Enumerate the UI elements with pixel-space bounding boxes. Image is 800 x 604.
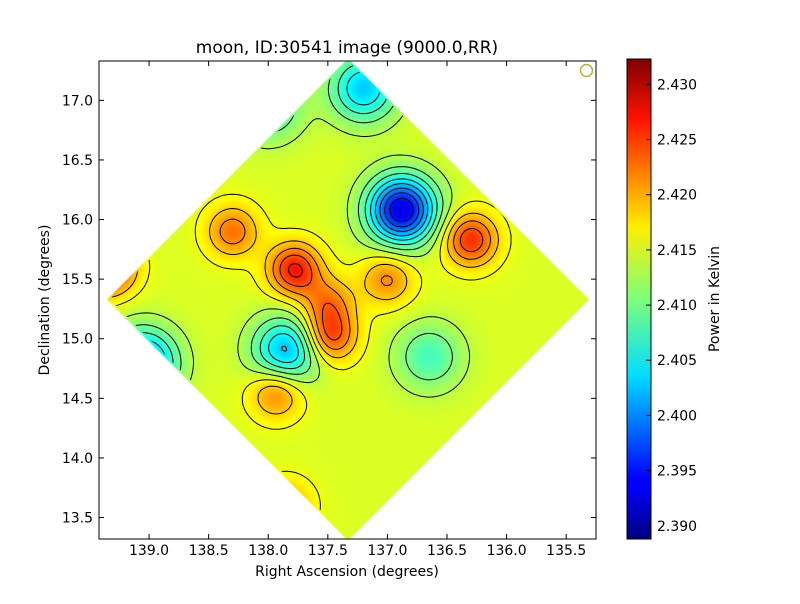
- colorbar-label: Power in Kelvin: [707, 246, 723, 352]
- contour-line: [109, 193, 512, 538]
- colorbar-tick-label: 2.420: [657, 188, 697, 204]
- x-tick-label: 138.0: [248, 543, 288, 559]
- y-tick-label: 15.5: [62, 272, 93, 288]
- y-tick-label: 16.0: [62, 213, 93, 229]
- y-axis-label: Declination (degrees): [37, 225, 53, 376]
- colorbar: [626, 58, 652, 540]
- x-tick-label: 139.0: [129, 543, 169, 559]
- y-axis: 13.5 14.0 14.5 15.0 15.5 16.0 16.5 17.0: [62, 93, 596, 527]
- x-axis-label: Right Ascension (degrees): [255, 564, 439, 580]
- x-tick-label: 136.5: [427, 543, 467, 559]
- x-axis: 139.0 138.5 138.0 137.5 137.0 136.5 136.0 135.5: [129, 61, 586, 559]
- contour-line: [384, 192, 420, 228]
- y-tick-label: 13.5: [62, 511, 93, 527]
- x-tick-label: 137.0: [367, 543, 407, 559]
- contour-line: [109, 208, 499, 524]
- colorbar-tick-label: 2.410: [657, 298, 697, 314]
- colorbar-tick-label: 2.415: [657, 243, 697, 259]
- x-tick-label: 137.5: [308, 543, 348, 559]
- colorbar-tick-label: 2.395: [657, 464, 697, 480]
- colorbar-tick-label: 2.405: [657, 353, 697, 369]
- marker-circle: [579, 63, 594, 78]
- plot-area: [99, 61, 596, 539]
- colorbar-ticks: 2.390 2.395 2.400 2.405 2.410 2.415 2.420 2.425…: [646, 77, 697, 535]
- y-tick-label: 14.0: [62, 451, 93, 467]
- colorbar-tick-label: 2.425: [657, 133, 697, 149]
- y-tick-label: 14.5: [62, 391, 93, 407]
- y-tick-label: 16.5: [62, 153, 93, 169]
- colorbar-tick-label: 2.430: [657, 77, 697, 93]
- heatmap-image: [99, 61, 596, 539]
- contour-line: [389, 197, 414, 222]
- y-tick-label: 15.0: [62, 332, 93, 348]
- colorbar-tick-label: 2.390: [657, 519, 697, 535]
- chart-title: moon, ID:30541 image (9000.0,RR): [196, 38, 498, 58]
- x-tick-label: 136.0: [487, 543, 527, 559]
- x-tick-label: 138.5: [189, 543, 229, 559]
- plot-frame: [98, 60, 597, 540]
- x-tick-label: 135.5: [546, 543, 586, 559]
- y-tick-label: 17.0: [62, 93, 93, 109]
- colorbar-tick-label: 2.400: [657, 408, 697, 424]
